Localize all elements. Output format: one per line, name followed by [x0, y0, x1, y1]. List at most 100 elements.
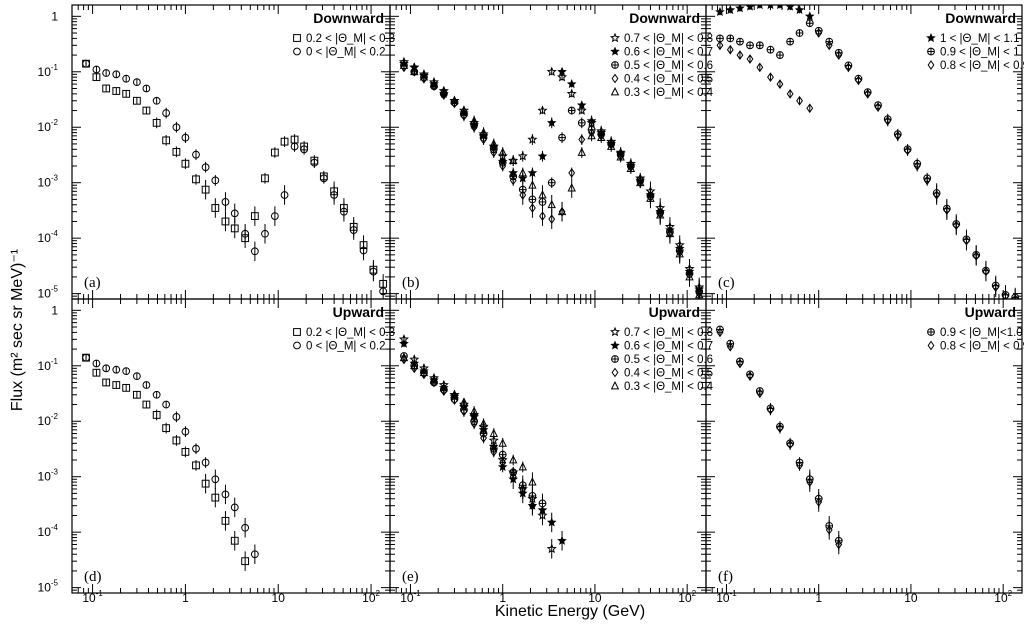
legend-label: 0.2 < |Θ_M| < 0.3 — [306, 327, 395, 339]
data-point — [835, 50, 843, 60]
legend-marker — [927, 60, 935, 70]
data-point — [786, 88, 794, 99]
data-point — [556, 71, 568, 82]
data-point — [419, 72, 429, 81]
data-point — [716, 40, 724, 51]
legend-marker — [610, 86, 620, 96]
legend-marker — [293, 341, 301, 350]
x-axis-label: Kinetic Energy (GeV) — [495, 603, 645, 620]
data-point — [490, 147, 498, 158]
data-point — [576, 105, 587, 115]
data-point — [82, 353, 90, 362]
legend-label: 0.2 < |Θ_M| < 0.3 — [306, 33, 395, 45]
data-point — [340, 207, 348, 216]
legend-label: 0.4 < |Θ_M| < 0.5 — [624, 368, 713, 380]
data-point — [685, 271, 694, 281]
data-point — [756, 5, 763, 10]
y-tick-label: 10-2 — [38, 412, 59, 428]
data-point — [806, 477, 814, 487]
data-point — [794, 5, 805, 15]
legend: 0.9 < |Θ_M|<1.0 0.8 < |Θ_M| < 0.9 — [927, 327, 1024, 353]
x-tick-label: 102 — [678, 589, 696, 605]
data-point — [539, 211, 546, 221]
data-point — [815, 28, 823, 38]
legend-marker — [926, 32, 936, 43]
data-point — [755, 41, 764, 50]
legend-marker — [293, 328, 301, 336]
data-point — [470, 122, 478, 133]
data-point — [736, 37, 744, 46]
data-point — [746, 54, 754, 64]
data-points — [82, 353, 259, 571]
data-point — [972, 250, 980, 261]
data-point — [112, 365, 121, 374]
data-point — [82, 59, 90, 68]
data-point — [606, 141, 616, 150]
data-point — [1002, 291, 1009, 299]
legend: 0.7 < |Θ_M| < 0.8 0.6 < |Θ_M| < 0.70.5 < … — [609, 326, 714, 393]
legend-marker — [611, 61, 619, 69]
series-1 — [82, 59, 388, 299]
data-point — [576, 100, 587, 110]
data-point — [451, 395, 458, 406]
data-point — [142, 381, 151, 389]
y-tick-label: 10-3 — [38, 468, 59, 484]
data-point — [280, 137, 289, 146]
data-point — [577, 147, 586, 156]
data-point — [122, 367, 131, 376]
data-point — [369, 267, 378, 276]
data-point — [429, 375, 439, 384]
data-point — [192, 150, 200, 159]
x-tick-label: 10 — [904, 591, 918, 605]
data-point — [498, 147, 507, 156]
legend-marker — [609, 32, 621, 43]
legend-marker — [610, 340, 620, 350]
data-point — [568, 168, 576, 178]
data-point — [399, 60, 409, 69]
legend-label: 0.7 < |Θ_M| < 0.8 — [624, 33, 713, 45]
data-point — [767, 405, 774, 415]
data-point — [280, 191, 289, 199]
data-point — [359, 246, 368, 255]
x-tick-label: 10 — [272, 591, 286, 605]
x-tick-label: 1 — [815, 591, 822, 605]
data-point — [519, 190, 527, 200]
legend-marker — [927, 47, 935, 56]
data-point — [112, 70, 121, 79]
y-tick-label: 1 — [51, 303, 58, 317]
legend-label: 0.5 < |Θ_M| < 0.6 — [624, 60, 713, 72]
legend-label: 0.6 < |Θ_M| < 0.7 — [624, 341, 713, 353]
data-point — [122, 89, 131, 98]
x-tick-label: 1 — [182, 591, 189, 605]
data-point — [864, 88, 872, 99]
data-point — [270, 148, 279, 157]
data-point — [498, 438, 507, 447]
data-points — [398, 334, 567, 559]
data-point — [518, 461, 527, 471]
legend: 1 < |Θ_M| < 1.1 0.9 < |Θ_M| < 10.8 < |Θ_M… — [926, 32, 1024, 72]
data-point — [399, 338, 409, 348]
data-point — [489, 138, 498, 148]
panel-f: 10-1 1 10 102 Upward (f) 0.9 < |Θ_M|<1.0 0.8 < … — [705, 298, 1024, 605]
data-point — [181, 133, 190, 142]
data-point — [527, 134, 538, 144]
data-point — [192, 175, 200, 184]
data-points — [715, 5, 1020, 299]
legend-label: 0 < |Θ_M| < 0.2 — [306, 341, 386, 353]
data-point — [766, 45, 775, 54]
data-point — [716, 327, 724, 338]
data-point — [112, 87, 121, 95]
legend-marker — [609, 326, 621, 337]
data-point — [815, 497, 823, 507]
data-point — [498, 450, 507, 459]
data-point — [546, 117, 557, 127]
data-point — [479, 127, 488, 137]
series-0 — [82, 59, 388, 294]
data-point — [172, 147, 181, 156]
data-point — [736, 50, 744, 60]
data-point — [884, 116, 892, 126]
data-point — [509, 454, 518, 464]
data-point — [806, 103, 814, 114]
data-point — [201, 185, 210, 194]
panel-b: Downward (b) 0.7 < |Θ_M| < 0.8 0.6 < |Θ_M| … — [389, 4, 714, 300]
